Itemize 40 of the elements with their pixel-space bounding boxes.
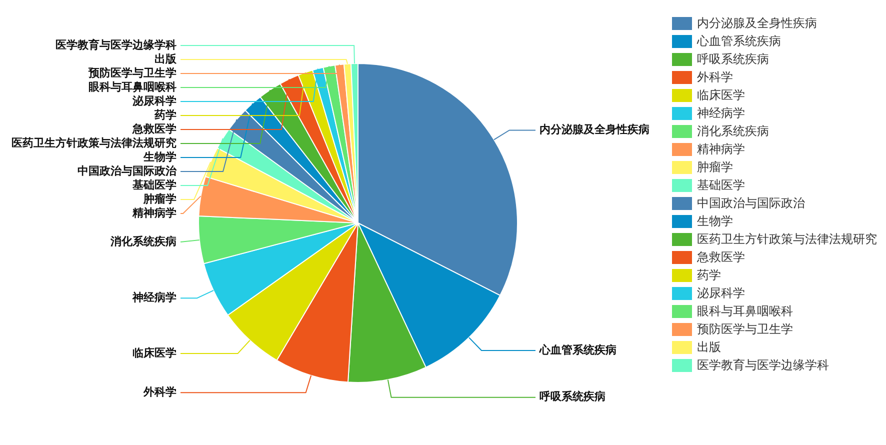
slice-label: 中国政治与国际政治 <box>78 164 178 178</box>
legend-label: 心血管系统疾病 <box>697 32 781 50</box>
legend-label: 精神病学 <box>697 140 745 158</box>
slice-label: 临床医学 <box>132 346 176 360</box>
legend-label: 肿瘤学 <box>697 158 733 176</box>
slice-label: 出版 <box>154 52 178 66</box>
slice-label: 生物学 <box>142 150 176 164</box>
slice-label: 预防医学与卫生学 <box>88 66 176 80</box>
slice-label: 呼吸系统疾病 <box>540 390 606 404</box>
slice-label: 医学教育与医学边缘学科 <box>56 38 176 52</box>
legend-label: 外科学 <box>697 68 733 86</box>
slice-label: 眼科与耳鼻咽喉科 <box>88 80 176 94</box>
legend-label: 急救医学 <box>697 248 745 266</box>
legend-label: 医学教育与医学边缘学科 <box>697 356 829 374</box>
legend-label: 生物学 <box>697 212 733 230</box>
slice-label: 肿瘤学 <box>142 192 176 206</box>
slice-label: 精神病学 <box>132 206 176 220</box>
legend-label: 呼吸系统疾病 <box>697 50 769 68</box>
legend-label: 内分泌腺及全身性疾病 <box>697 14 817 32</box>
legend-label: 眼科与耳鼻咽喉科 <box>697 302 793 320</box>
slice-label: 消化系统疾病 <box>110 234 176 248</box>
legend-label: 神经病学 <box>697 104 745 122</box>
slice-label: 心血管系统疾病 <box>538 343 616 356</box>
legend-label: 医药卫生方针政策与法律法规研究 <box>697 230 877 248</box>
slice-label: 急救医学 <box>132 122 176 136</box>
legend-label: 基础医学 <box>697 176 745 194</box>
slice-label: 药学 <box>154 108 176 122</box>
legend-label: 出版 <box>697 338 721 356</box>
slice-label: 泌尿科学 <box>132 94 176 108</box>
legend-label: 药学 <box>697 266 721 284</box>
slice-label: 神经病学 <box>132 290 176 304</box>
slice-label: 外科学 <box>142 386 176 399</box>
legend-label: 消化系统疾病 <box>697 122 769 140</box>
slice-label: 医药卫生方针政策与法律法规研究 <box>12 136 176 150</box>
slice-label: 基础医学 <box>132 178 176 192</box>
legend-label: 泌尿科学 <box>697 284 745 302</box>
legend-label: 临床医学 <box>697 86 745 104</box>
legend-label: 中国政治与国际政治 <box>697 194 805 212</box>
slice-label: 内分泌腺及全身性疾病 <box>540 123 650 136</box>
legend-label: 预防医学与卫生学 <box>697 320 793 338</box>
